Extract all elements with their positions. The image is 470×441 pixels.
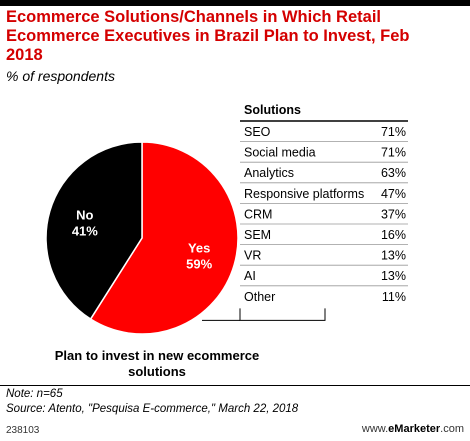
chart-id: 238103: [6, 425, 40, 436]
table-row-label-crm: CRM: [244, 207, 272, 221]
pie-caption: Plan to invest in new ecommerce solution…: [54, 348, 260, 379]
table-bracket: [239, 308, 326, 321]
table-row-value-other: 11%: [382, 290, 406, 304]
brand-prefix: www.: [361, 423, 389, 435]
table-row-label-seo: SEO: [244, 125, 271, 139]
table-row-value-crm: 37%: [381, 207, 406, 221]
table-row-value-social-media: 71%: [381, 146, 406, 160]
table-row-value-vr: 13%: [381, 249, 406, 263]
table-row-value-seo: 71%: [381, 125, 406, 139]
pie-label-yes: Yes: [188, 241, 210, 256]
table-row-value-analytics: 63%: [381, 166, 406, 180]
footer-divider: [0, 385, 470, 386]
brand-logo[interactable]: www.eMarketer.com: [362, 423, 464, 435]
table-row-label-analytics: Analytics: [244, 166, 294, 180]
table-row-label-ai: AI: [244, 269, 256, 283]
table-row-label-social-media: Social media: [244, 146, 316, 160]
table-row-value-responsive-platforms: 47%: [381, 187, 406, 201]
brand-name: eMarketer: [388, 423, 441, 435]
table-row-value-ai: 13%: [381, 269, 406, 283]
table-row-label-responsive-platforms: Responsive platforms: [244, 187, 364, 201]
pie-slice-no: [45, 141, 143, 321]
chart-source: Source: Atento, "Pesquisa E-commerce," M…: [6, 403, 299, 415]
table-row-value-sem: 16%: [381, 228, 406, 242]
table-header: Solutions: [244, 103, 301, 117]
chart-note: Note: n=65: [6, 388, 63, 400]
pie-value-yes: 59%: [186, 257, 212, 272]
pie-label-no: No: [76, 207, 93, 222]
table-row-label-other: Other: [244, 290, 275, 304]
table-row-label-sem: SEM: [244, 228, 271, 242]
chart-subtitle: % of respondents: [6, 68, 115, 84]
pie-value-no: 41%: [72, 223, 98, 238]
pie-slice-yes: [89, 141, 239, 335]
chart-title: Ecommerce Solutions/Channels in Which Re…: [6, 8, 410, 64]
top-bar: [0, 0, 470, 6]
table-row-label-vr: VR: [244, 249, 261, 263]
brand-suffix: .com: [440, 423, 464, 435]
